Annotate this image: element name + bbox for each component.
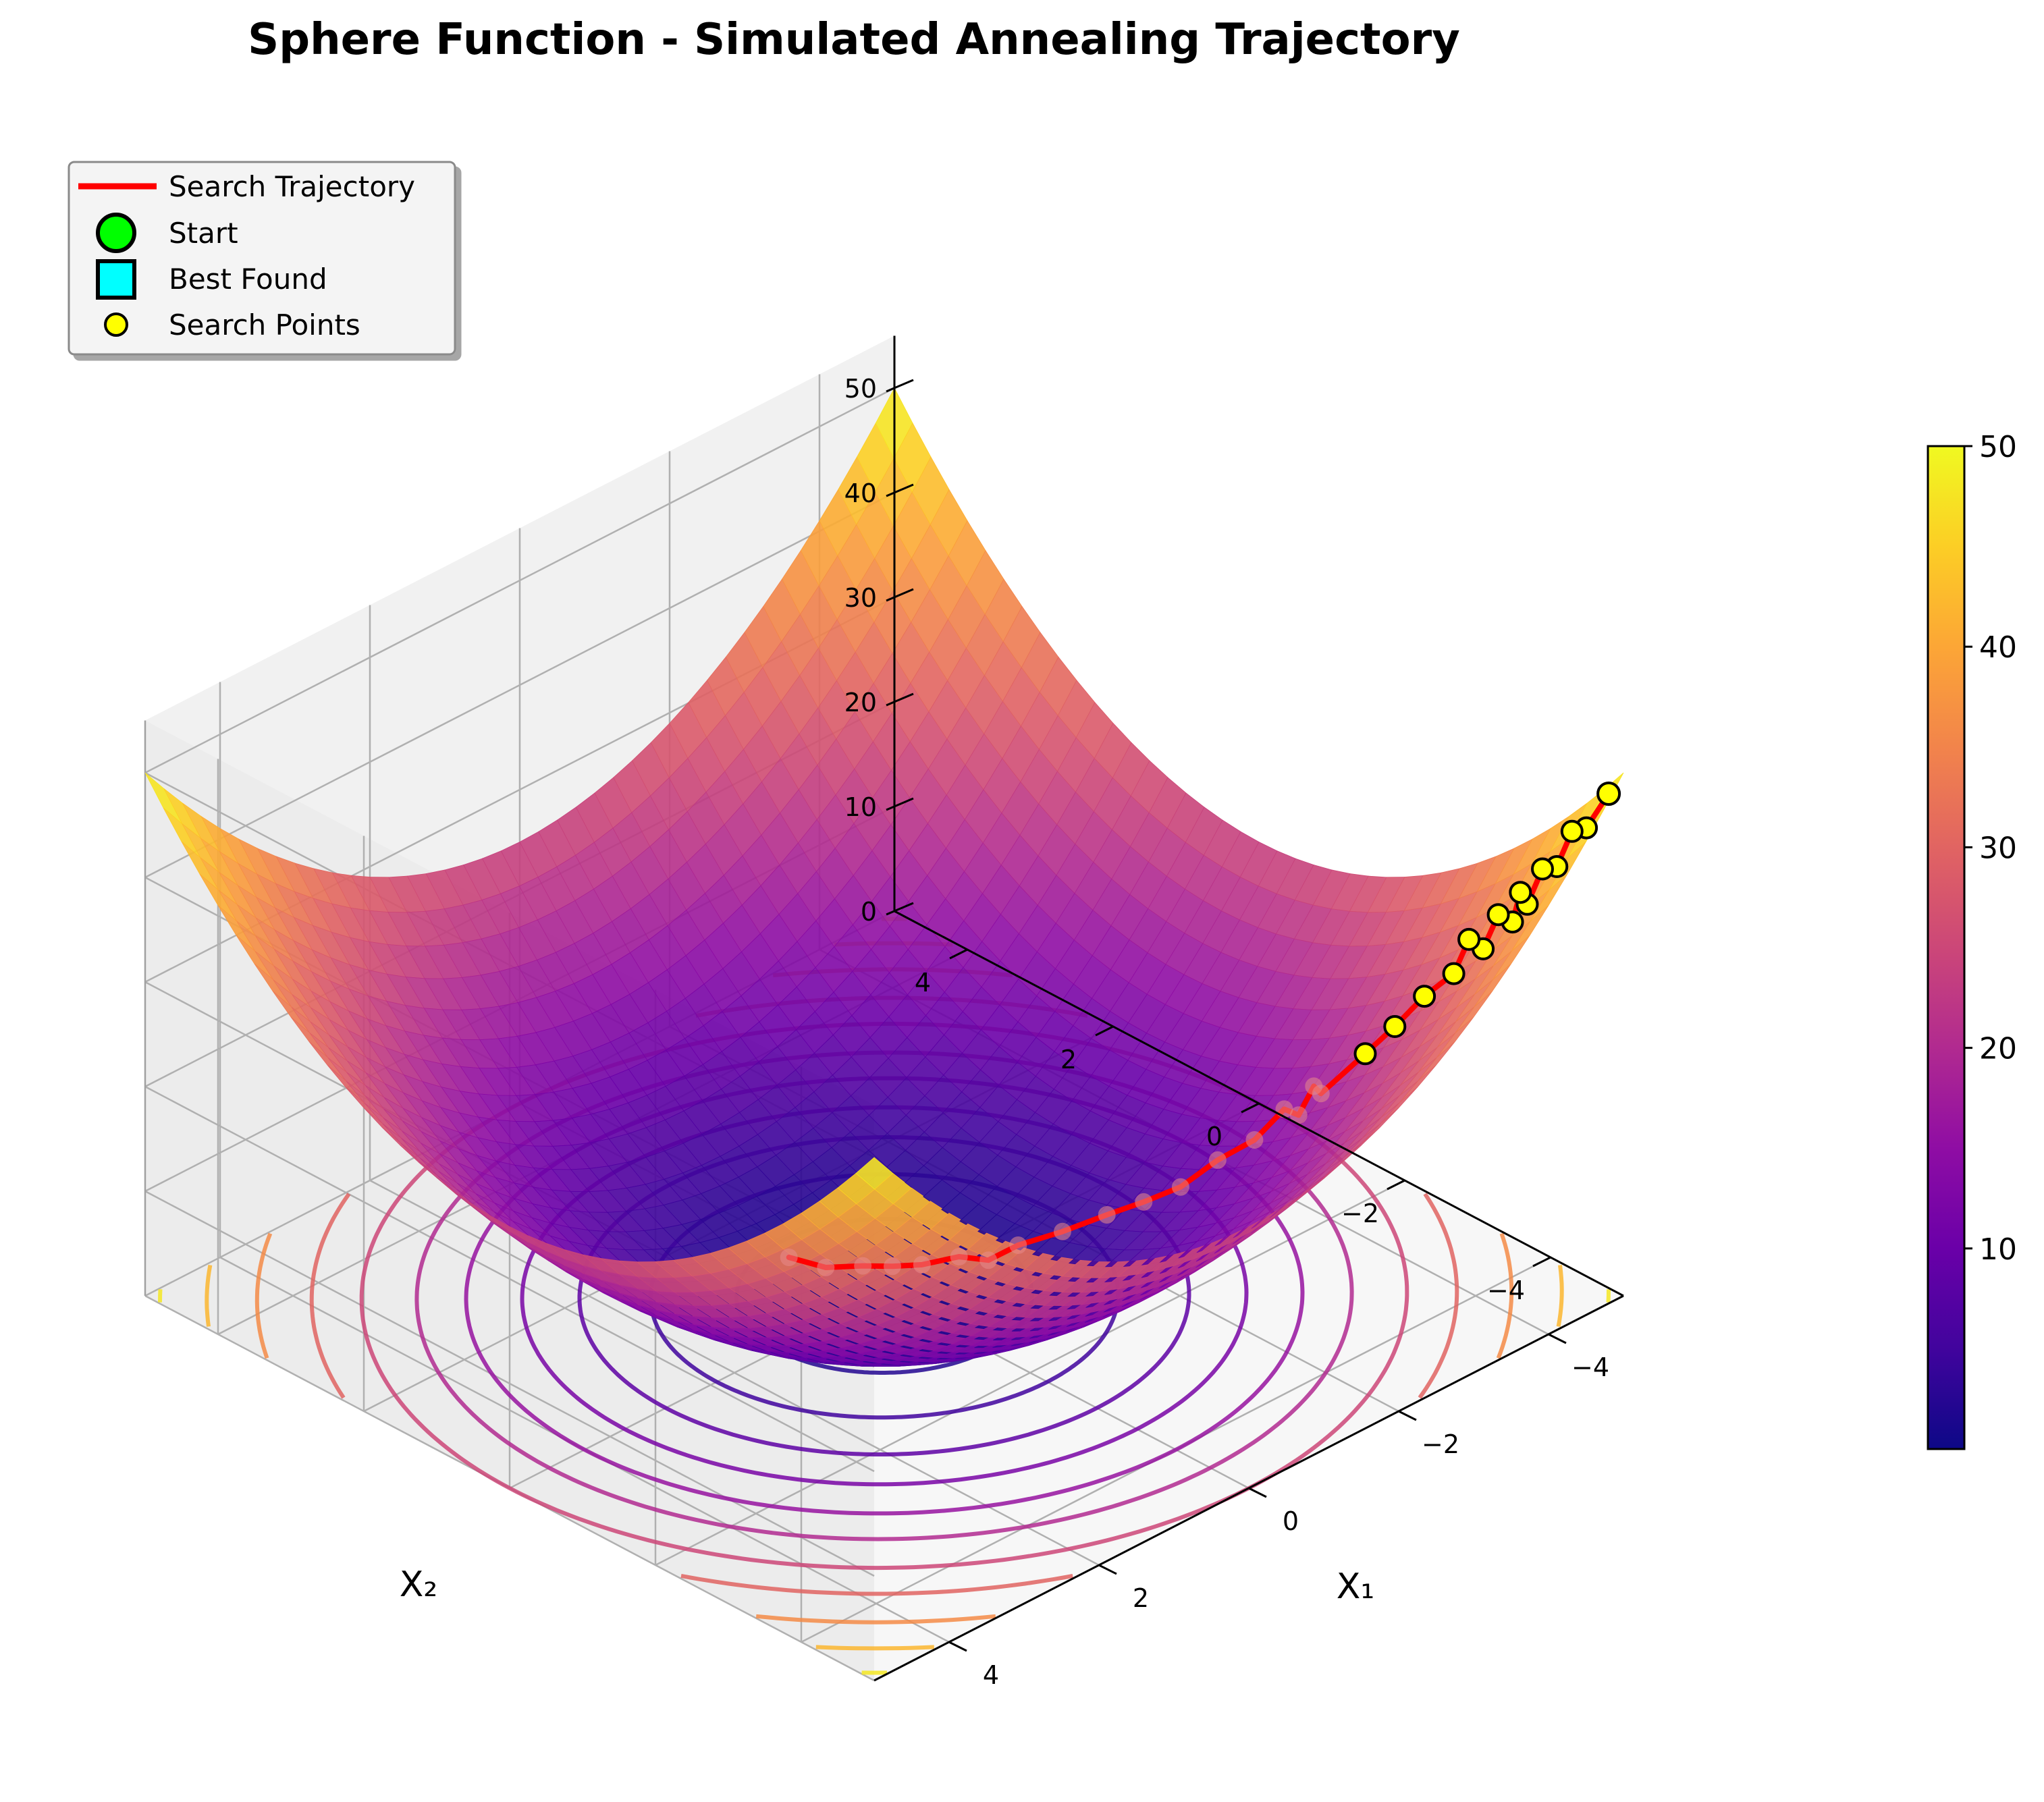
legend-points-marker <box>104 312 128 337</box>
legend-best-marker <box>96 259 136 300</box>
z-tick-mark <box>886 483 914 497</box>
contour-line <box>1496 1232 1514 1359</box>
contour-line <box>309 1193 351 1399</box>
x-tick-mark <box>1098 1564 1117 1575</box>
x-tick-label: −4 <box>1571 1353 1609 1382</box>
y-tick-label: −4 <box>1487 1276 1525 1305</box>
x-tick-mark <box>948 1641 967 1652</box>
search-point <box>780 1249 798 1266</box>
x-tick-label: 0 <box>1283 1506 1299 1536</box>
contour-line <box>1556 1265 1564 1328</box>
wall-grid-line <box>144 387 895 774</box>
start-marker <box>1596 782 1621 806</box>
x-tick-mark <box>1548 1333 1567 1344</box>
legend-label-points: Search Points <box>169 308 360 342</box>
y-axis-label: X₂ <box>400 1564 437 1605</box>
y-tick-label: 2 <box>1060 1045 1077 1074</box>
search-point <box>817 1259 835 1276</box>
z-tick-label: 50 <box>844 374 877 404</box>
z-tick-mark <box>886 797 914 811</box>
x-tick-label: −2 <box>1422 1429 1459 1459</box>
z-tick-label: 0 <box>861 897 877 927</box>
search-point <box>950 1248 968 1265</box>
search-point <box>1457 927 1481 951</box>
search-point <box>1009 1236 1027 1254</box>
floor-grid-line <box>369 1179 1100 1566</box>
search-point <box>1098 1206 1116 1224</box>
chart-title: Sphere Function - Simulated Annealing Tr… <box>248 15 1460 65</box>
legend-start-marker <box>96 213 136 253</box>
search-point <box>979 1251 998 1269</box>
y-tick-label: −2 <box>1341 1199 1379 1228</box>
legend-box <box>68 161 456 356</box>
colorbar-ticks: 10 20 30 40 50 <box>1964 430 2017 1267</box>
contour-line <box>254 1232 273 1359</box>
search-point <box>1353 1042 1377 1066</box>
search-point <box>1289 1106 1308 1124</box>
y-tick-mark <box>1532 1256 1551 1267</box>
y-tick-mark <box>1387 1179 1405 1191</box>
z-tick-mark <box>886 379 914 393</box>
contour-line <box>158 1289 163 1303</box>
search-point <box>1509 881 1532 904</box>
z-tick-label: 40 <box>844 479 877 508</box>
wall-grid-line <box>144 1085 875 1473</box>
x-tick-label: 4 <box>983 1660 999 1690</box>
search-point <box>913 1255 931 1274</box>
search-point <box>1442 962 1465 985</box>
legend: Search Trajectory Start Best Found Searc… <box>68 161 456 356</box>
wall-grid-line <box>144 491 895 879</box>
search-point <box>1245 1131 1264 1149</box>
search-point <box>1383 1015 1407 1038</box>
y-tick-label: 4 <box>915 968 931 998</box>
colorbar-tick-label: 30 <box>1979 831 2017 865</box>
z-tick-label: 10 <box>844 792 877 822</box>
x-tick-label: 2 <box>1133 1583 1149 1613</box>
search-point <box>1531 857 1554 881</box>
search-point <box>1135 1193 1153 1211</box>
z-tick-mark <box>886 692 914 707</box>
z-tick-mark <box>886 902 914 916</box>
legend-label-trajectory: Search Trajectory <box>169 170 415 203</box>
colorbar-tick-label: 50 <box>1979 430 2017 464</box>
search-point <box>1054 1222 1071 1240</box>
contour-line <box>815 1645 934 1651</box>
colorbar-gradient <box>1927 445 1966 1450</box>
wall-grid-line <box>144 1190 875 1577</box>
colorbar-tick-label: 20 <box>1979 1032 2017 1066</box>
contour-line <box>680 1573 1073 1596</box>
contour-line <box>1418 1193 1459 1399</box>
search-point <box>1560 819 1584 843</box>
search-point <box>884 1257 901 1276</box>
legend-label-best: Best Found <box>169 263 327 296</box>
search-trajectory <box>780 782 1621 1276</box>
y-tick-mark <box>1241 1102 1260 1114</box>
search-point <box>1486 903 1510 927</box>
z-tick-label: 30 <box>844 583 877 613</box>
search-point <box>854 1257 872 1275</box>
z-tick-mark <box>886 588 914 602</box>
contour-line <box>755 1614 996 1624</box>
contour-line <box>205 1264 213 1327</box>
search-point <box>1208 1151 1227 1169</box>
legend-label-start: Start <box>169 217 238 250</box>
colorbar-tick-label: 10 <box>1979 1232 2017 1267</box>
search-point <box>1305 1077 1323 1095</box>
y-tick-label: 0 <box>1206 1122 1222 1151</box>
search-point <box>1275 1100 1293 1118</box>
colorbar-tick-label: 40 <box>1979 630 2017 665</box>
x-tick-mark <box>1398 1410 1417 1421</box>
x-tick-mark <box>1248 1487 1267 1498</box>
search-point <box>1413 985 1436 1008</box>
search-point <box>1171 1178 1189 1196</box>
y-tick-mark <box>949 948 968 960</box>
colorbar: 10 20 30 40 50 <box>1927 430 2017 1450</box>
x-axis-label: X₁ <box>1337 1566 1374 1607</box>
z-tick-label: 20 <box>844 688 877 717</box>
y-tick-mark <box>1095 1025 1114 1037</box>
